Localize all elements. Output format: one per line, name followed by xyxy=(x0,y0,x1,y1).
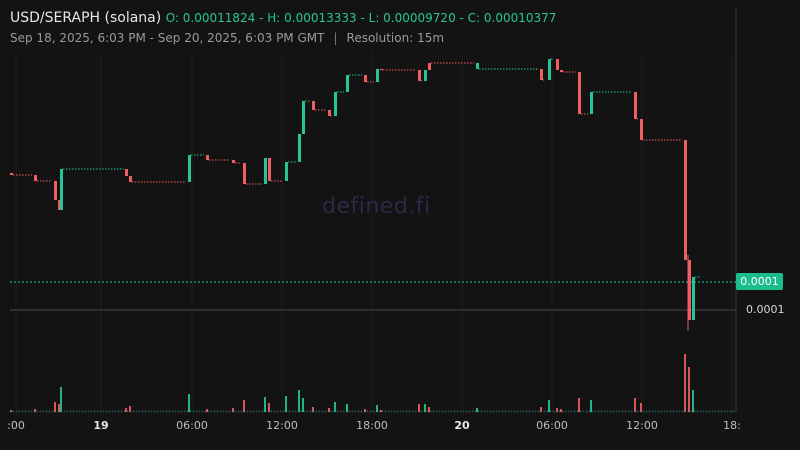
price-axis-label: 0.0001 xyxy=(746,303,785,316)
candle xyxy=(125,169,128,176)
volume-bar xyxy=(243,400,245,412)
x-tick-label: 18: xyxy=(723,419,741,432)
candle xyxy=(34,175,37,181)
volume-bar xyxy=(129,406,131,412)
volume-bar xyxy=(188,394,190,412)
candle xyxy=(54,181,57,200)
candle xyxy=(634,92,637,119)
volume-bar xyxy=(312,407,314,412)
last-price-tag: 0.0001 xyxy=(736,273,783,290)
volume-bar xyxy=(232,408,234,412)
volume-bar xyxy=(346,404,348,412)
volume-bar xyxy=(640,403,642,412)
candles xyxy=(10,58,700,331)
candle xyxy=(188,155,191,182)
candle xyxy=(298,134,301,162)
volume-bar xyxy=(58,404,60,412)
volume-bar xyxy=(578,398,580,412)
volume-bar xyxy=(54,402,56,412)
ohlc-values: O: 0.00011824 - H: 0.00013333 - L: 0.000… xyxy=(165,11,557,25)
candle xyxy=(418,70,421,81)
x-axis: :00 19 06:00 12:00 18:00 20 06:00 12:00 18: xyxy=(7,419,741,432)
volume-bar xyxy=(302,398,304,412)
candle xyxy=(312,101,315,110)
candle xyxy=(129,176,132,182)
candle xyxy=(578,72,581,114)
candle xyxy=(232,160,235,163)
candle xyxy=(640,119,643,140)
volume-bar xyxy=(540,407,542,412)
watermark: defined.fi xyxy=(322,194,431,219)
candle xyxy=(556,59,559,70)
volume-bar xyxy=(285,396,287,412)
candle xyxy=(688,260,691,320)
separator: | xyxy=(333,31,338,45)
volume-bar xyxy=(328,408,330,412)
x-tick-label: 12:00 xyxy=(626,419,658,432)
volume-bar xyxy=(206,409,208,412)
volume-bar xyxy=(692,390,694,412)
volume-bar xyxy=(688,367,690,412)
candle xyxy=(302,101,305,134)
date-range: Sep 18, 2025, 6:03 PM - Sep 20, 2025, 6:… xyxy=(10,31,325,45)
candle xyxy=(285,162,288,181)
volume-bar xyxy=(684,354,686,412)
x-tick-label: :00 xyxy=(7,419,25,432)
volume-bar xyxy=(298,390,300,412)
volume-bar xyxy=(418,404,420,412)
volume-bar xyxy=(424,404,426,412)
x-tick-label: 12:00 xyxy=(266,419,298,432)
candle xyxy=(60,169,63,210)
candle xyxy=(540,69,543,80)
volume-bar xyxy=(268,403,270,412)
volume-bar xyxy=(334,402,336,412)
candle xyxy=(590,92,593,114)
volume-bar xyxy=(60,387,62,412)
x-tick-label: 20 xyxy=(454,419,470,432)
candle xyxy=(476,63,479,69)
candle xyxy=(428,63,431,70)
candle xyxy=(264,158,267,184)
chart-header: USD/SERAPH (solana) O: 0.00011824 - H: 0… xyxy=(10,10,556,45)
volume-bar xyxy=(376,405,378,412)
candle xyxy=(684,140,687,260)
candle xyxy=(364,75,367,82)
volume-bar xyxy=(264,397,266,412)
pair-title: USD/SERAPH (solana) xyxy=(10,10,162,26)
volume-bar xyxy=(380,410,382,412)
candle xyxy=(10,173,13,175)
candle xyxy=(268,158,271,181)
x-tick-label: 06:00 xyxy=(176,419,208,432)
candle xyxy=(346,75,349,92)
volume-bar xyxy=(560,409,562,412)
candle xyxy=(243,163,246,184)
candle xyxy=(560,70,563,72)
x-tick-label: 06:00 xyxy=(536,419,568,432)
candle xyxy=(692,277,695,320)
volume-bars xyxy=(10,354,736,412)
candle xyxy=(380,69,383,70)
volume-bar xyxy=(125,408,127,412)
x-tick-label: 18:00 xyxy=(356,419,388,432)
candle xyxy=(376,69,379,82)
candle xyxy=(58,200,61,210)
candle xyxy=(206,155,209,160)
volume-bar xyxy=(428,407,430,412)
volume-bar xyxy=(634,398,636,412)
volume-bar xyxy=(548,400,550,412)
x-tick-label: 19 xyxy=(93,419,108,432)
resolution: Resolution: 15m xyxy=(346,31,445,45)
volume-bar xyxy=(556,408,558,412)
candle xyxy=(328,110,331,116)
candle xyxy=(334,92,337,116)
candle xyxy=(548,59,551,80)
volume-bar xyxy=(590,400,592,412)
volume-bar xyxy=(476,408,478,412)
candle xyxy=(424,70,427,81)
